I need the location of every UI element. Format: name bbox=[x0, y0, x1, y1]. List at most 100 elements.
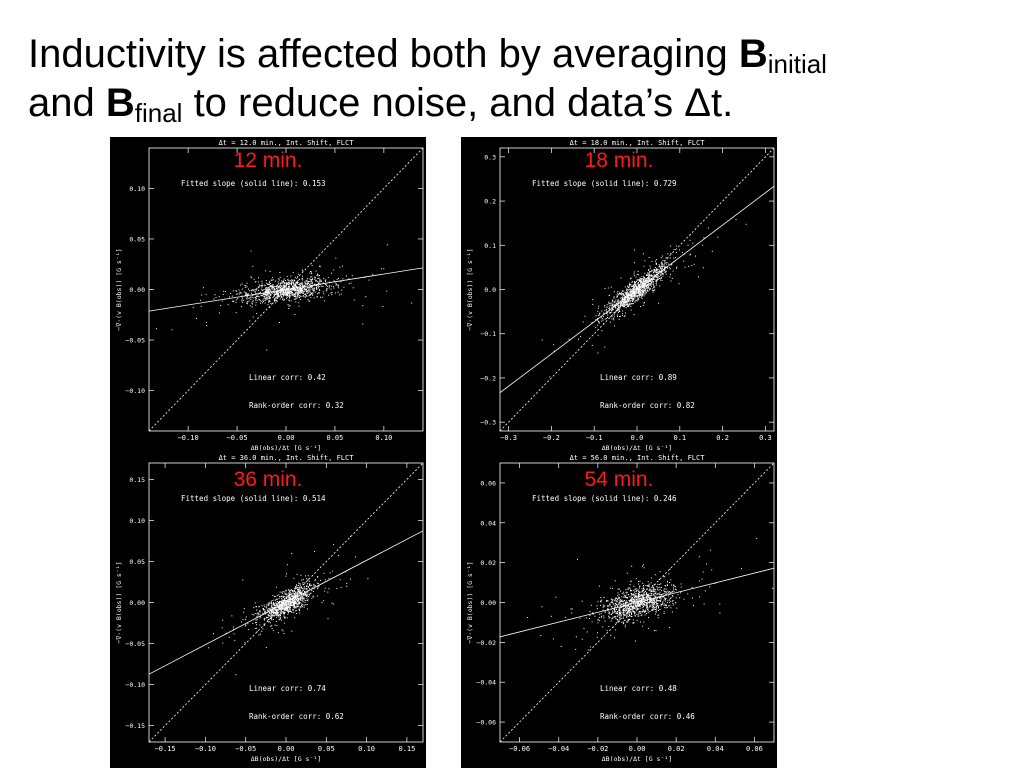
scatter-point bbox=[597, 310, 599, 312]
scatter-point bbox=[629, 293, 631, 295]
scatter-point bbox=[294, 284, 296, 286]
scatter-point bbox=[627, 302, 629, 304]
scatter-point bbox=[299, 589, 301, 591]
scatter-point bbox=[644, 289, 646, 291]
scatter-point bbox=[638, 285, 640, 287]
scatter-point bbox=[219, 312, 220, 314]
scatter-point bbox=[626, 302, 628, 304]
y-tick-label: −0.02 bbox=[476, 639, 496, 647]
scatter-point bbox=[304, 282, 306, 284]
scatter-point bbox=[284, 600, 286, 602]
scatter-point bbox=[301, 594, 303, 596]
scatter-point bbox=[292, 288, 294, 290]
scatter-point bbox=[276, 625, 278, 627]
scatter-point bbox=[648, 289, 650, 291]
scatter-point bbox=[273, 287, 275, 289]
scatter-point bbox=[242, 619, 244, 620]
scatter-point bbox=[308, 594, 310, 596]
scatter-point bbox=[253, 294, 255, 296]
scatter-point bbox=[655, 598, 657, 600]
scatter-point bbox=[281, 602, 283, 603]
scatter-point bbox=[642, 589, 644, 591]
scatter-point bbox=[630, 608, 632, 610]
scatter-point bbox=[638, 615, 640, 617]
scatter-point bbox=[632, 598, 634, 600]
scatter-point bbox=[263, 284, 265, 286]
scatter-point bbox=[619, 601, 621, 603]
scatter-point bbox=[317, 576, 319, 577]
scatter-point bbox=[323, 278, 325, 279]
scatter-point bbox=[277, 294, 279, 296]
scatter-point bbox=[284, 622, 285, 624]
scatter-point bbox=[627, 299, 628, 301]
scatter-point bbox=[269, 611, 271, 613]
scatter-point bbox=[655, 270, 657, 272]
scatter-point bbox=[612, 612, 614, 614]
x-tick-label: −0.04 bbox=[548, 745, 569, 753]
scatter-point bbox=[306, 604, 308, 605]
scatter-point bbox=[304, 286, 306, 288]
scatter-point bbox=[638, 608, 640, 610]
scatter-point bbox=[660, 598, 662, 600]
scatter-point bbox=[295, 595, 297, 597]
scatter-point bbox=[255, 622, 256, 624]
scatter-point bbox=[272, 291, 274, 293]
scatter-point bbox=[609, 306, 611, 308]
scatter-point bbox=[285, 598, 287, 600]
scatter-point bbox=[285, 604, 287, 606]
scatter-point bbox=[634, 284, 636, 286]
scatter-point bbox=[295, 593, 297, 595]
scatter-point bbox=[671, 592, 673, 593]
scatter-point bbox=[665, 594, 667, 595]
scatter-point bbox=[295, 587, 297, 589]
scatter-point bbox=[654, 601, 656, 603]
scatter-point bbox=[281, 611, 283, 613]
scatter-point bbox=[303, 594, 305, 596]
scatter-point bbox=[283, 608, 285, 610]
scatter-point bbox=[318, 292, 320, 294]
scatter-point bbox=[618, 307, 620, 309]
scatter-point bbox=[646, 604, 648, 606]
scatter-point bbox=[252, 301, 254, 303]
scatter-point bbox=[642, 291, 644, 293]
scatter-point bbox=[652, 275, 654, 277]
scatter-point bbox=[641, 614, 643, 616]
scatter-point bbox=[246, 298, 248, 300]
scatter-point bbox=[314, 291, 316, 293]
scatter-point bbox=[280, 603, 282, 605]
scatter-point bbox=[631, 597, 633, 598]
scatter-point bbox=[663, 576, 665, 578]
scatter-point bbox=[300, 282, 302, 284]
scatter-point bbox=[306, 598, 308, 600]
scatter-point bbox=[259, 613, 261, 615]
scatter-point bbox=[616, 619, 618, 620]
scatter-point bbox=[610, 598, 612, 600]
scatter-point bbox=[691, 587, 693, 589]
scatter-point bbox=[328, 577, 330, 579]
scatter-point bbox=[316, 281, 318, 283]
scatter-point bbox=[651, 593, 652, 595]
scatter-point bbox=[644, 290, 646, 292]
scatter-point bbox=[638, 292, 639, 294]
scatter-point bbox=[295, 602, 297, 604]
scatter-point bbox=[630, 297, 632, 298]
scatter-point bbox=[652, 598, 654, 600]
scatter-points bbox=[155, 244, 413, 351]
scatter-point bbox=[632, 597, 634, 599]
scatter-point bbox=[200, 305, 202, 307]
scatter-point bbox=[629, 304, 631, 306]
scatter-point bbox=[627, 588, 629, 590]
scatter-point bbox=[298, 589, 300, 591]
scatter-point bbox=[306, 578, 308, 580]
scatter-point bbox=[235, 312, 237, 314]
scatter-point bbox=[689, 253, 691, 255]
scatter-point bbox=[315, 287, 317, 289]
scatter-point bbox=[647, 278, 649, 280]
scatter-point bbox=[635, 608, 637, 610]
scatter-point bbox=[325, 290, 327, 292]
scatter-point bbox=[290, 605, 291, 607]
scatter-point bbox=[645, 603, 647, 605]
scatter-point bbox=[272, 286, 274, 288]
scatter-point bbox=[308, 287, 310, 289]
scatter-point bbox=[299, 607, 301, 609]
